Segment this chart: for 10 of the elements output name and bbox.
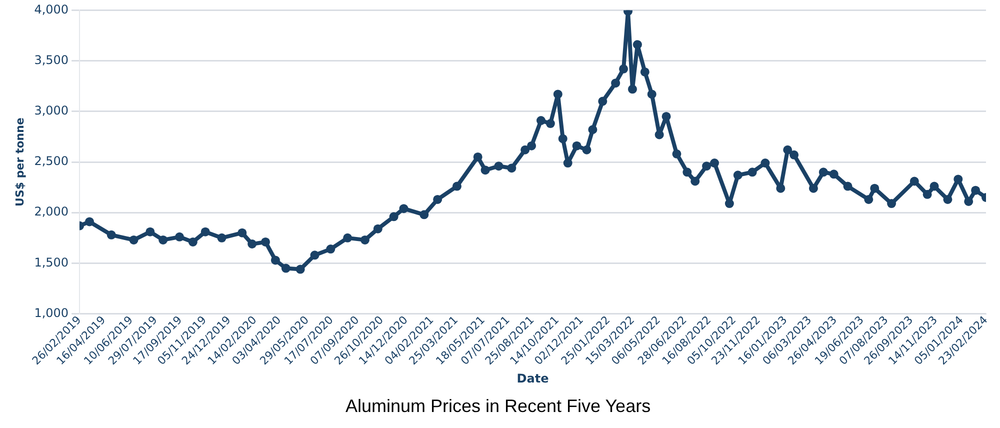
y-axis-title: US$ per tonne [13,118,26,206]
y-tick-label: 3,500 [34,52,69,67]
y-tick-label: 2,000 [34,204,69,219]
y-tick-label: 4,000 [34,2,69,16]
x-axis-title: Date [516,371,549,386]
y-tick-label: 1,500 [34,255,69,270]
y-tick-label: 3,000 [34,104,69,118]
y-tick-label: 2,500 [34,154,69,168]
y-tick-label: 1,000 [34,306,69,320]
text: Aluminum Prices in Recent Five Years [345,396,651,416]
